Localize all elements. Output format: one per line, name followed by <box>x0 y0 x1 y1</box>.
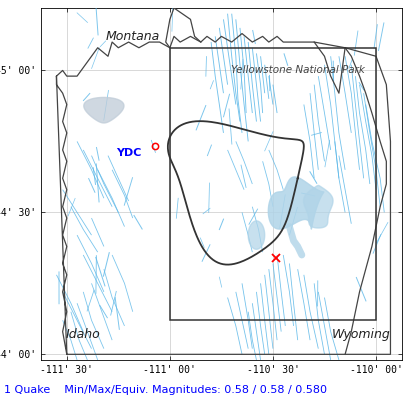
Polygon shape <box>267 177 323 229</box>
Text: YDC: YDC <box>115 148 141 158</box>
Text: Wyoming: Wyoming <box>331 328 390 341</box>
Text: Idaho: Idaho <box>66 328 100 341</box>
Text: Yellowstone National Park: Yellowstone National Park <box>230 66 364 76</box>
Text: 1 Quake    Min/Max/Equiv. Magnitudes: 0.58 / 0.58 / 0.580: 1 Quake Min/Max/Equiv. Magnitudes: 0.58 … <box>4 385 326 395</box>
Polygon shape <box>83 98 124 123</box>
Polygon shape <box>247 221 264 249</box>
Polygon shape <box>303 186 332 228</box>
Text: Montana: Montana <box>106 30 160 43</box>
Bar <box>169 48 375 320</box>
